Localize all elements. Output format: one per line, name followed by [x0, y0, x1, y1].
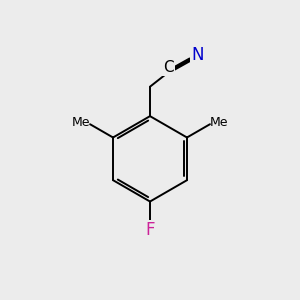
Text: Me: Me [71, 116, 90, 129]
Text: C: C [163, 60, 174, 75]
Text: Me: Me [210, 116, 229, 129]
Text: N: N [192, 46, 204, 64]
Text: F: F [145, 221, 155, 239]
